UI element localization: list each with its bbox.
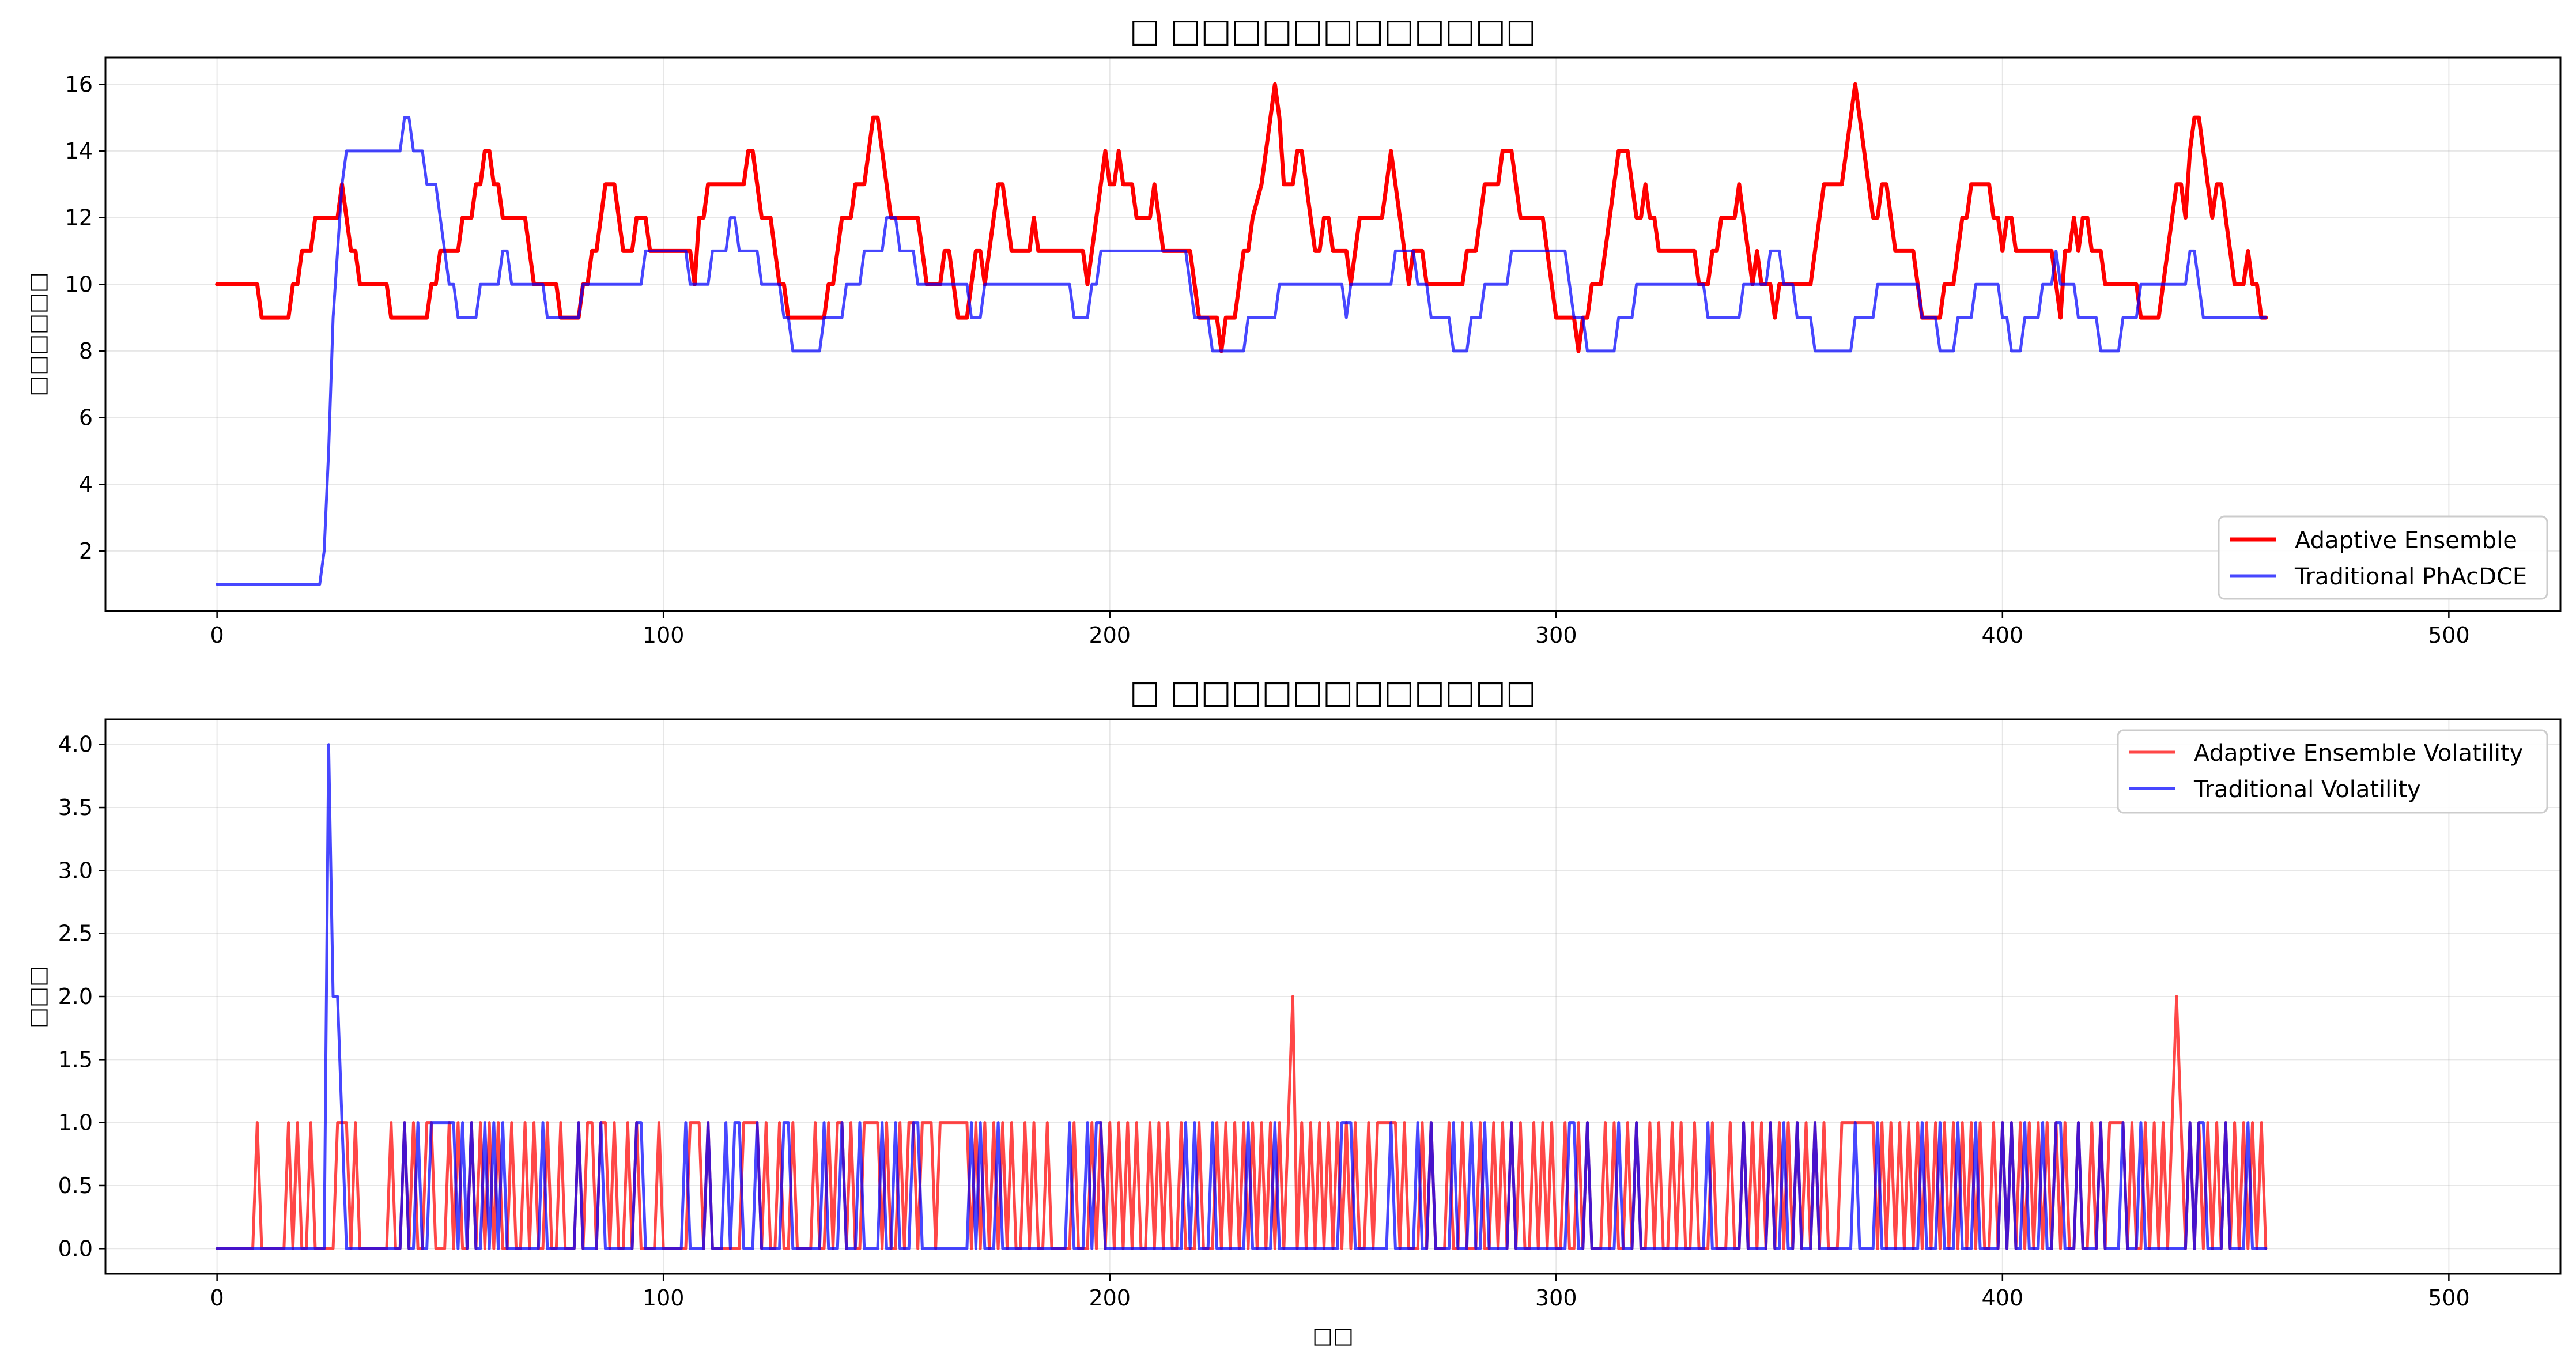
top-chart-title: □ □□□□□□□□□□□□ [1130, 12, 1536, 50]
bottom-y-tick-label: 2.5 [58, 921, 93, 946]
top-y-tick-label: 14 [65, 138, 93, 164]
legend-label-adaptive-ensemble: Adaptive Ensemble [2295, 527, 2517, 554]
bottom-y-tick-label: 1.5 [58, 1047, 93, 1072]
top-x-tick-label: 0 [210, 622, 224, 648]
bottom-y-tick-label: 0.5 [58, 1173, 93, 1198]
top-series [215, 82, 2268, 586]
top-y-tick-label: 2 [79, 538, 93, 564]
bottom-y-tick-label: 3.5 [58, 795, 93, 820]
bottom-x-tick-label: 100 [643, 1285, 685, 1311]
legend-label-adaptive-ensemble-volatility: Adaptive Ensemble Volatility [2194, 740, 2523, 767]
series-line-adaptive-ensemble [215, 82, 2268, 353]
bottom-x-tick-label: 300 [1535, 1285, 1577, 1311]
legend-label-traditional-volatility: Traditional Volatility [2193, 776, 2421, 803]
top-plot-frame [104, 56, 2562, 612]
legend-label-traditional-phacdce: Traditional PhAcDCE [2294, 564, 2527, 590]
bottom-legend: Adaptive Ensemble Volatility Traditional… [2117, 729, 2548, 814]
top-x-tick-label: 500 [2428, 622, 2470, 648]
bottom-x-tick-label: 200 [1089, 1285, 1131, 1311]
bottom-y-tick-label: 3.0 [58, 858, 93, 883]
top-x-tick-label: 100 [643, 622, 685, 648]
top-legend-box [2218, 515, 2548, 600]
top-y-axis-label: □□□□□□ [25, 272, 50, 396]
bottom-y-tick-label: 0.0 [58, 1236, 93, 1261]
volatility-count-panel: □ □□□□□□□□□□□□ □□□□□□ 0 100 200 300 400 500 2 4… [25, 12, 2562, 648]
top-x-tick-label: 200 [1089, 622, 1131, 648]
top-y-tick-label: 8 [79, 338, 93, 364]
series-line-traditional-volatility [216, 743, 2268, 1250]
top-x-tick-label: 300 [1535, 622, 1577, 648]
bottom-x-axis-label: □□ [1312, 1323, 1354, 1348]
bottom-ticks: 0 100 200 300 400 500 0.0 0.5 1.0 1.5 2.0 2.5 3.0 3.5… [58, 732, 2470, 1311]
bottom-chart-title: □ □□□□□□□□□□□□ [1130, 674, 1536, 711]
top-grid [105, 58, 2560, 611]
top-y-tick-label: 6 [79, 405, 93, 431]
bottom-y-tick-label: 2.0 [58, 984, 93, 1009]
bottom-x-tick-label: 500 [2428, 1285, 2470, 1311]
top-ticks: 0 100 200 300 400 500 2 4 6 8 10 12 14 16 [65, 71, 2470, 648]
top-y-tick-label: 12 [65, 205, 93, 231]
top-y-tick-label: 16 [65, 71, 93, 97]
top-y-tick-label: 10 [65, 271, 93, 297]
bottom-legend-box [2117, 729, 2548, 814]
bottom-y-axis-label: □□□ [25, 966, 50, 1028]
bottom-x-tick-label: 0 [210, 1285, 224, 1311]
top-x-tick-label: 400 [1982, 622, 2024, 648]
bottom-plot-frame [104, 718, 2562, 1275]
bottom-y-tick-label: 4.0 [58, 732, 93, 757]
bottom-x-tick-label: 400 [1982, 1285, 2024, 1311]
bottom-series [216, 743, 2268, 1250]
series-line-traditional-phacdce [216, 116, 2268, 586]
top-legend: Adaptive Ensemble Traditional PhAcDCE [2218, 515, 2548, 600]
top-y-tick-label: 4 [79, 471, 93, 497]
bottom-y-tick-label: 1.0 [58, 1110, 93, 1135]
volatility-panel: □ □□□□□□□□□□□□ □□□ □□ 0 100 200 300 400 500 0.… [25, 674, 2562, 1348]
